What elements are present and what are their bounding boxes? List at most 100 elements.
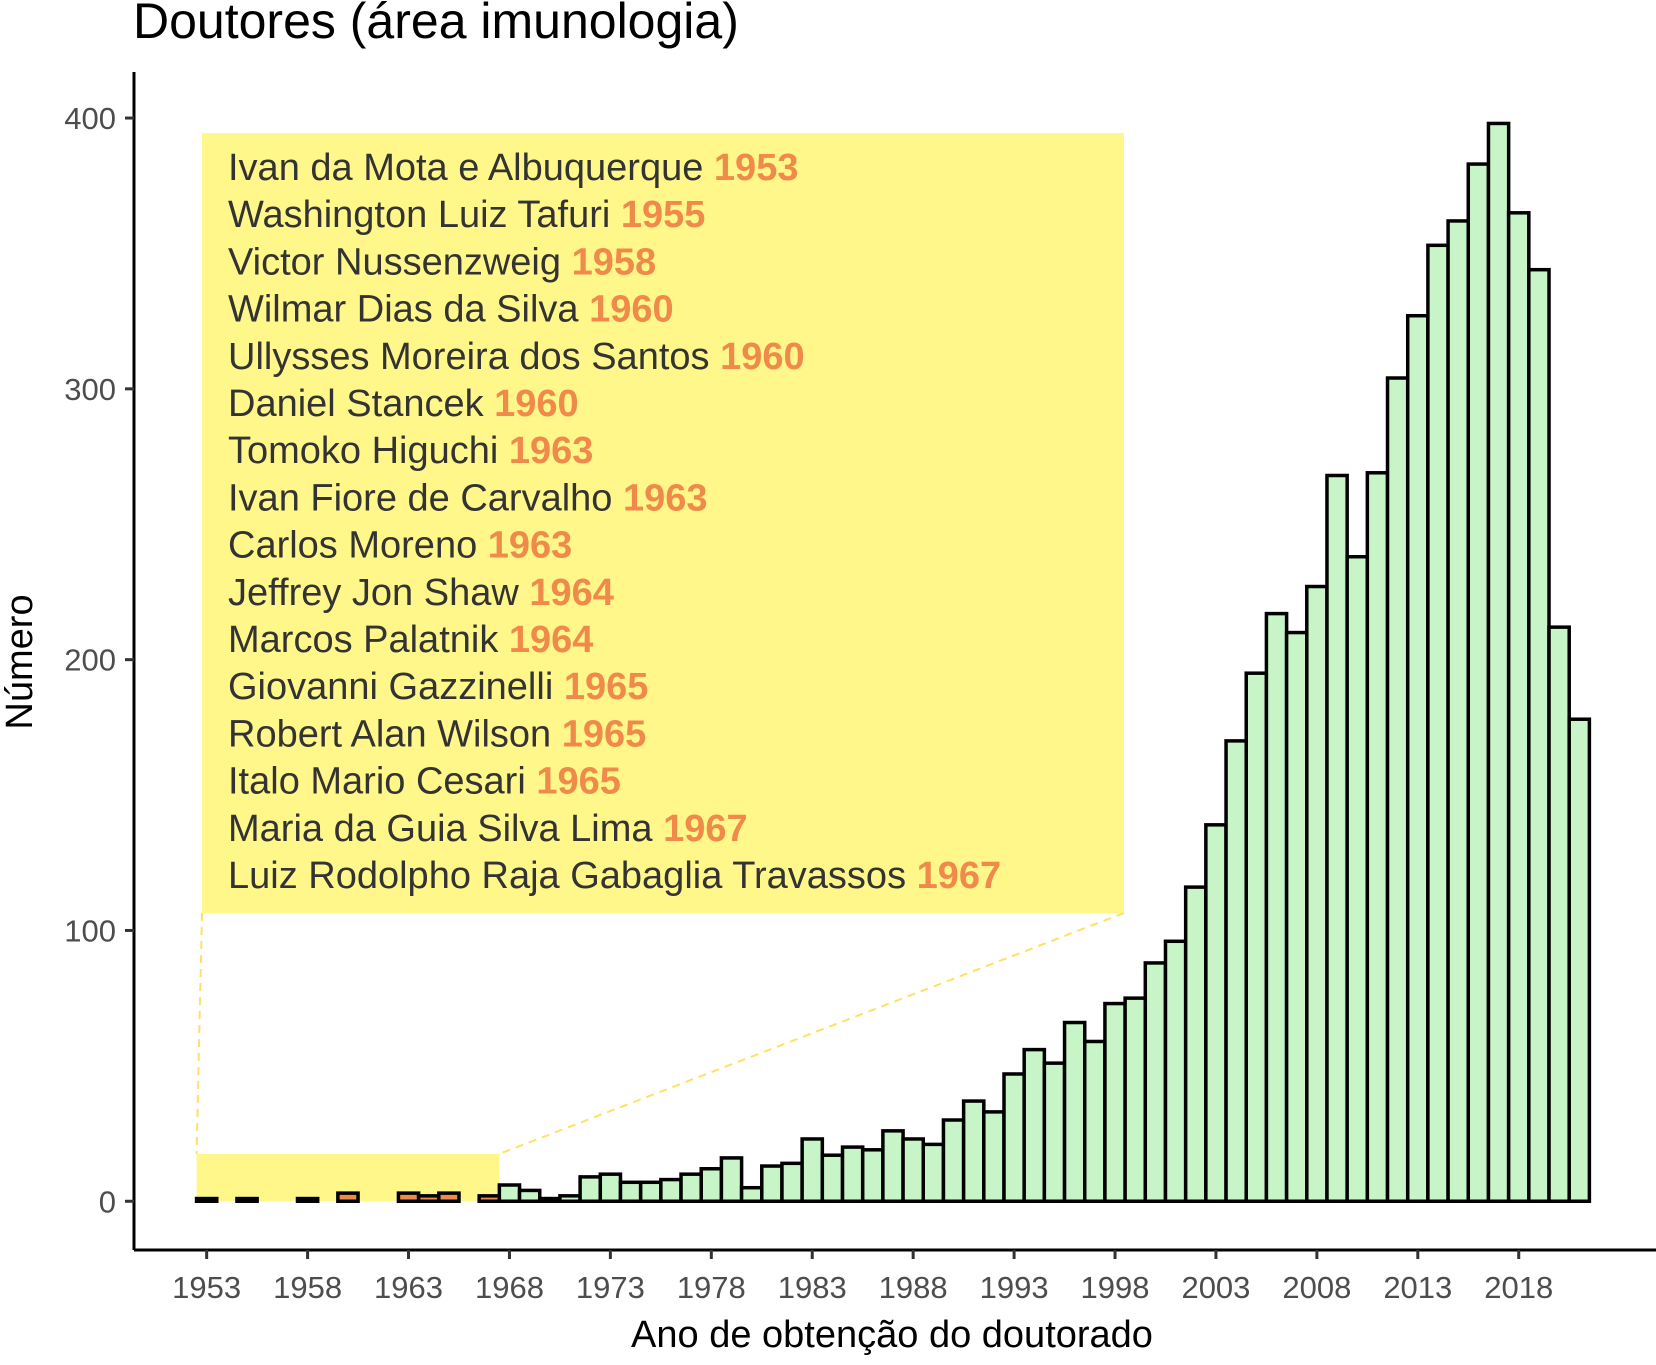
- bar-1991: [961, 1099, 986, 1204]
- bar-1982: [780, 1161, 804, 1204]
- annotation-name: Giovanni Gazzinelli: [228, 666, 564, 708]
- bar-1988: [901, 1137, 926, 1204]
- annotation-year: 1953: [714, 147, 799, 189]
- annotation-box: [202, 133, 1124, 913]
- bar-1972: [578, 1175, 603, 1204]
- annotation-name: Maria da Guia Silva Lima: [228, 808, 663, 850]
- bar-1960: [336, 1191, 360, 1204]
- annotation-year: 1960: [720, 336, 805, 378]
- annotation-entry: Jeffrey Jon Shaw 1964: [228, 572, 614, 614]
- bar-1967: [477, 1194, 502, 1204]
- bar-1975: [638, 1180, 663, 1204]
- annotation-name: Robert Alan Wilson: [228, 713, 562, 755]
- annotation-entry: Ivan Fiore de Carvalho 1963: [228, 477, 708, 519]
- annotation-entry: Giovanni Gazzinelli 1965: [228, 666, 648, 708]
- annotation-year: 1965: [536, 761, 621, 803]
- bar-2021: [1567, 717, 1592, 1204]
- bar-1978: [699, 1167, 724, 1204]
- x-tick-label-1963: 1963: [374, 1270, 443, 1305]
- bar-2002: [1183, 885, 1208, 1204]
- bar-1958: [295, 1196, 320, 1204]
- annotation-entry: Italo Mario Cesari 1965: [228, 761, 621, 803]
- bar-1969: [517, 1188, 542, 1204]
- bar-1968: [497, 1183, 522, 1204]
- bar-2011: [1365, 471, 1390, 1204]
- x-tick-label-1953: 1953: [172, 1270, 241, 1305]
- bar-2001: [1163, 939, 1188, 1204]
- bar-1953: [194, 1196, 219, 1204]
- bar-1993: [1002, 1072, 1026, 1204]
- bar-1963: [396, 1191, 421, 1204]
- bar-1981: [760, 1164, 784, 1204]
- x-tick-label-1998: 1998: [1081, 1270, 1150, 1305]
- bar-1980: [739, 1185, 764, 1204]
- annotation-year: 1960: [589, 289, 674, 331]
- bar-1990: [941, 1118, 966, 1204]
- annotation-name: Tomoko Higuchi: [228, 430, 509, 472]
- bar-1994: [1022, 1047, 1047, 1204]
- annotation-year: 1963: [488, 525, 573, 567]
- annotation-entry: Wilmar Dias da Silva 1960: [228, 289, 674, 331]
- annotation-layer: Ivan da Mota e Albuquerque 1953Washingto…: [195, 133, 1125, 1155]
- bar-1971: [558, 1194, 582, 1204]
- bar-1985: [840, 1145, 865, 1204]
- x-tick-label-1973: 1973: [576, 1270, 645, 1305]
- annotation-year: 1960: [494, 383, 579, 425]
- connector-line-left: [195, 912, 203, 1154]
- annotation-name: Ivan da Mota e Albuquerque: [228, 147, 714, 189]
- annotation-year: 1963: [509, 430, 594, 472]
- bar-1979: [719, 1156, 744, 1204]
- bar-1970: [537, 1196, 562, 1204]
- annotation-year: 1955: [621, 194, 706, 236]
- annotation-year: 1967: [917, 855, 1002, 897]
- annotation-year: 1965: [564, 666, 649, 708]
- bar-2014: [1426, 243, 1450, 1204]
- bar-1973: [598, 1172, 623, 1204]
- x-tick-label-1993: 1993: [980, 1270, 1049, 1305]
- y-tick-label-400: 400: [64, 101, 116, 136]
- x-tick-label-1968: 1968: [475, 1270, 544, 1305]
- annotation-entry: Tomoko Higuchi 1963: [228, 430, 593, 472]
- annotation-year: 1967: [663, 808, 748, 850]
- annotation-year: 1964: [509, 619, 594, 661]
- bars-layer: [194, 121, 1592, 1204]
- bar-1999: [1123, 996, 1148, 1204]
- x-tick-label-2003: 2003: [1181, 1270, 1250, 1305]
- annotation-name: Washington Luiz Tafuri: [228, 194, 621, 236]
- annotation-entry: Marcos Palatnik 1964: [228, 619, 593, 661]
- annotation-name: Ivan Fiore de Carvalho: [228, 477, 623, 519]
- annotation-name: Wilmar Dias da Silva: [228, 289, 589, 331]
- x-tick-label-1988: 1988: [879, 1270, 948, 1305]
- bar-1996: [1062, 1020, 1087, 1204]
- annotation-name: Jeffrey Jon Shaw: [228, 572, 529, 614]
- bar-1998: [1103, 1001, 1127, 1204]
- bar-2012: [1385, 376, 1410, 1204]
- bar-1989: [921, 1142, 946, 1204]
- bar-1974: [618, 1180, 643, 1204]
- annotation-entry: Ivan da Mota e Albuquerque 1953: [228, 147, 798, 189]
- bar-2020: [1547, 625, 1571, 1204]
- bar-2007: [1284, 630, 1309, 1204]
- bar-2004: [1224, 739, 1248, 1204]
- chart-title: Doutores (área imunologia): [133, 0, 739, 49]
- axes-layer: 0 100 200 300 400 1953 1958 1963 1968 1973 1978 198…: [64, 72, 1656, 1305]
- x-tick-label-1958: 1958: [273, 1270, 342, 1305]
- bar-2003: [1204, 823, 1228, 1204]
- annotation-name: Carlos Moreno: [228, 525, 488, 567]
- bar-1995: [1042, 1061, 1067, 1204]
- bar-2017: [1486, 121, 1511, 1204]
- annotation-name: Daniel Stancek: [228, 383, 494, 425]
- y-tick-label-300: 300: [64, 372, 116, 407]
- bar-1987: [881, 1129, 905, 1204]
- annotation-name: Ullysses Moreira dos Santos: [228, 336, 720, 378]
- bar-2013: [1405, 313, 1430, 1204]
- annotation-entry: Daniel Stancek 1960: [228, 383, 579, 425]
- bar-1965: [437, 1191, 461, 1204]
- annotation-entry: Carlos Moreno 1963: [228, 525, 572, 567]
- annotation-entry: Robert Alan Wilson 1965: [228, 713, 646, 755]
- x-tick-label-2013: 2013: [1383, 1270, 1452, 1305]
- annotation-entry: Washington Luiz Tafuri 1955: [228, 194, 705, 236]
- bar-1955: [235, 1196, 259, 1204]
- annotation-name: Luiz Rodolpho Raja Gabaglia Travassos: [228, 855, 917, 897]
- annotation-entry: Luiz Rodolpho Raja Gabaglia Travassos 19…: [228, 855, 1001, 897]
